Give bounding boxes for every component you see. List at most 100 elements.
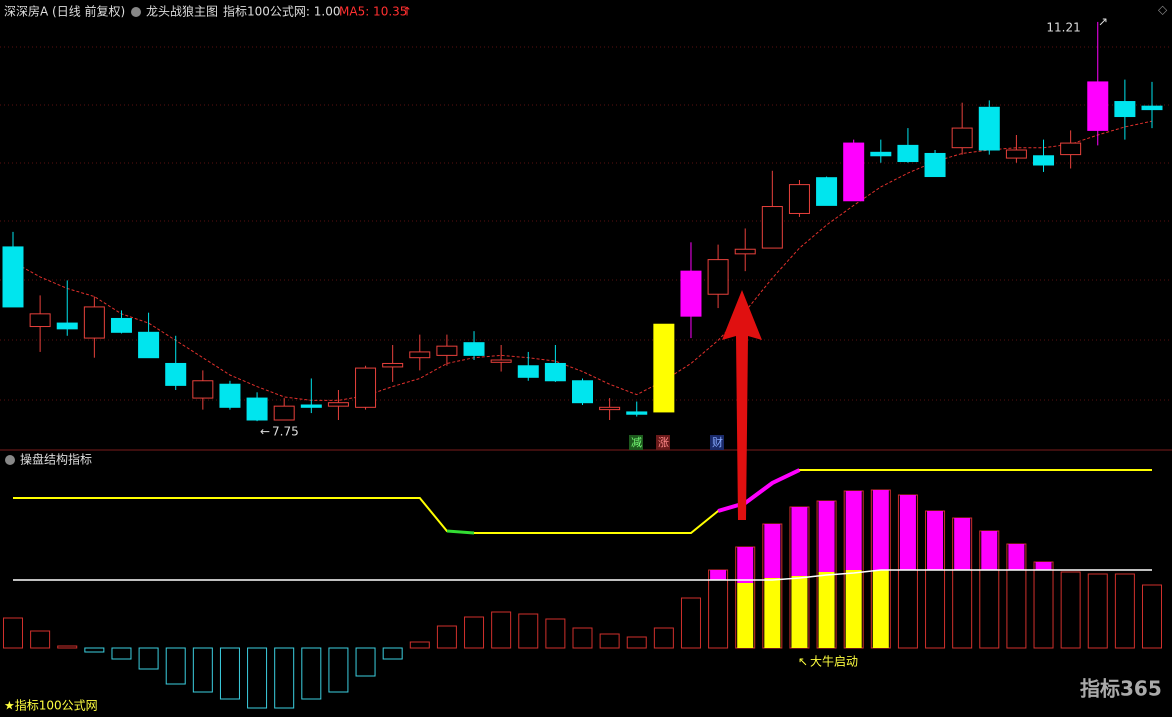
histogram-bar — [219, 647, 240, 700]
low-label: 7.75 — [272, 425, 299, 439]
menu-icon[interactable] — [131, 7, 141, 17]
high-label: 11.21 — [1046, 21, 1080, 35]
histogram-bar — [1087, 573, 1108, 649]
histogram-bar — [355, 647, 376, 677]
fill-bar — [737, 583, 754, 648]
candle-body — [978, 106, 1000, 151]
indicator-line — [13, 469, 1152, 534]
annotation: 大牛启动 — [810, 654, 858, 669]
histogram-bar — [165, 647, 186, 685]
histogram-bar — [274, 647, 295, 709]
candle-body — [2, 246, 24, 308]
settings-icon[interactable]: ◇ — [1158, 3, 1168, 17]
candle-body — [110, 317, 132, 333]
histogram-bar — [1114, 573, 1135, 649]
signal-label: 减 — [631, 436, 642, 449]
candle-body — [924, 152, 946, 178]
candle-body — [788, 184, 810, 214]
candle-body — [572, 380, 593, 404]
histogram-bar — [518, 613, 539, 649]
candle-body — [490, 359, 512, 363]
histogram-bar — [409, 641, 430, 649]
range-bar — [791, 507, 808, 576]
indicator-line — [717, 468, 801, 513]
candle-body — [436, 345, 458, 356]
candle-body — [165, 362, 187, 386]
signal-label: 财 — [712, 435, 723, 449]
range-bar — [845, 491, 862, 570]
candle-body — [300, 404, 322, 408]
ma-arrow: ↑ — [402, 5, 412, 19]
fill-bar — [764, 578, 781, 648]
plot-area: 11.21 7.75 — [2, 21, 1163, 709]
candle-body — [327, 402, 349, 407]
histogram-bar — [572, 627, 593, 649]
candle-body — [544, 362, 566, 382]
candle-body — [463, 342, 485, 356]
panel-title: 操盘结构指标 — [20, 452, 92, 467]
histogram-bar — [328, 647, 349, 693]
range-bar — [927, 511, 944, 570]
candle-body — [897, 144, 919, 163]
histogram-bar — [138, 647, 159, 670]
candle-body — [382, 362, 404, 368]
range-bar — [981, 531, 998, 570]
candle-body — [816, 177, 838, 206]
candle-body — [1060, 142, 1082, 156]
histogram-bar — [301, 647, 322, 700]
grid — [0, 46, 1172, 401]
stock-name: 深深房A (日线 前复权) — [4, 4, 125, 19]
candle-body — [219, 383, 241, 408]
histogram-bar — [545, 618, 566, 649]
candle-body — [707, 259, 729, 295]
histogram-bar — [1142, 584, 1162, 649]
histogram-bar — [626, 636, 647, 649]
candle-body — [83, 306, 105, 339]
range-bar — [872, 490, 889, 570]
signal-box — [656, 435, 670, 450]
candle-body — [273, 405, 295, 421]
candle-body — [951, 127, 973, 149]
candle-body — [56, 322, 78, 330]
histogram-bar — [192, 647, 213, 693]
range-bar — [1008, 544, 1025, 570]
candle-body — [246, 397, 268, 421]
indicator-line — [446, 529, 475, 535]
watermark: 指标365 — [1080, 677, 1162, 701]
candle-body — [409, 351, 431, 359]
indicator-name: 龙头战狼主图 — [146, 4, 218, 19]
candle-body — [761, 206, 783, 249]
histogram-bar — [491, 611, 512, 649]
candle-body — [870, 151, 892, 157]
range-bar — [818, 501, 835, 572]
range-bar — [954, 518, 971, 570]
histogram-bar — [1060, 571, 1081, 649]
candle-body — [1141, 105, 1163, 111]
candle-body — [1114, 101, 1136, 118]
histogram-bar — [599, 633, 620, 649]
range-bar — [899, 495, 916, 570]
menu-icon[interactable] — [5, 455, 15, 465]
range-bar — [710, 570, 727, 580]
candle-body — [1087, 81, 1109, 131]
candle-body — [653, 323, 675, 413]
big-arrow — [722, 290, 762, 520]
fill-bar — [872, 570, 889, 648]
histogram-bar — [3, 617, 23, 649]
arrow-glyph: ↗ — [1098, 15, 1108, 29]
fill-bar — [845, 570, 862, 648]
range-bar — [764, 524, 781, 578]
candle-body — [138, 331, 160, 359]
histogram-bar — [57, 645, 78, 649]
ma-label: MA5: 10.35 — [339, 5, 407, 19]
histogram-bar — [30, 630, 51, 649]
candle-body — [734, 248, 756, 255]
arrow-glyph: ↖ — [798, 655, 808, 669]
candle-body — [517, 365, 539, 378]
candle-body — [192, 380, 214, 399]
candle-body — [680, 270, 702, 317]
histogram-bar — [382, 647, 403, 660]
candle-body — [626, 411, 648, 415]
histogram-bar — [653, 627, 674, 649]
